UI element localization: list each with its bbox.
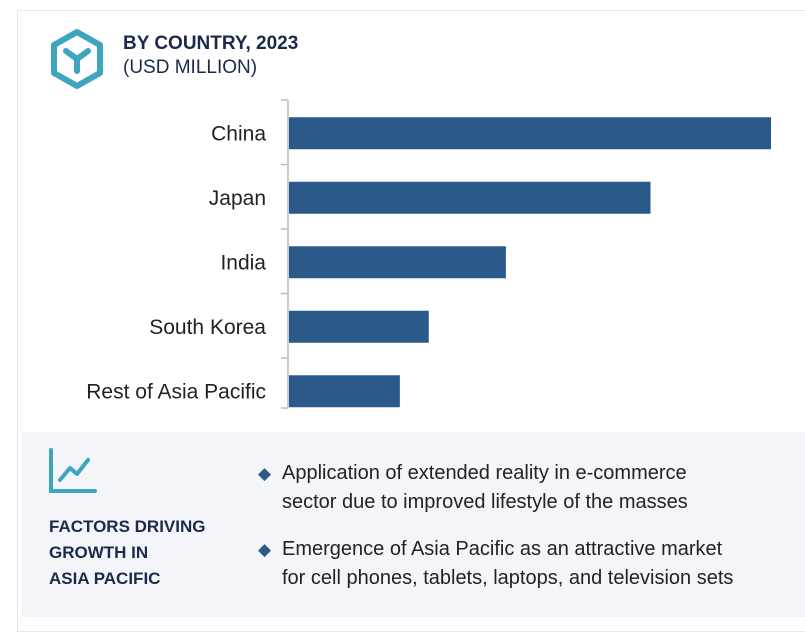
bar-india bbox=[289, 246, 506, 279]
category-label: South Korea bbox=[149, 316, 266, 339]
bullet-line: Emergence of Asia Pacific as an attracti… bbox=[282, 538, 723, 560]
factors-panel bbox=[22, 432, 805, 617]
bullet-line: sector due to improved lifestyle of the … bbox=[282, 491, 688, 513]
chart-subtitle: (USD MILLION) bbox=[123, 57, 258, 78]
category-label: Japan bbox=[209, 187, 266, 210]
bar-chart: China Japan India South Korea Rest of Asia P… bbox=[86, 99, 771, 409]
factors-heading: FACTORS DRIVING GROWTH IN ASIA PACIFIC bbox=[49, 514, 239, 592]
bar-china bbox=[289, 117, 771, 150]
diamond-bullet-icon: ◆ bbox=[258, 540, 272, 559]
factors-heading-line: ASIA PACIFIC bbox=[49, 569, 161, 588]
factors-heading-line: GROWTH IN bbox=[49, 543, 149, 562]
hexagon-y-icon bbox=[51, 29, 103, 89]
diamond-bullet-icon: ◆ bbox=[258, 464, 272, 483]
factors-heading-line: FACTORS DRIVING bbox=[49, 517, 206, 536]
category-label: India bbox=[220, 251, 266, 274]
bar-rest-of-asia-pacific bbox=[289, 375, 400, 408]
factor-bullet: ◆ Application of extended reality in e-c… bbox=[258, 459, 805, 517]
chart-title: BY COUNTRY, 2023 bbox=[123, 33, 299, 54]
category-label: China bbox=[211, 122, 266, 145]
factor-bullet: ◆ Emergence of Asia Pacific as an attrac… bbox=[258, 535, 805, 593]
bar-japan bbox=[289, 181, 651, 214]
bullet-line: Application of extended reality in e-com… bbox=[282, 462, 687, 484]
bar-south-korea bbox=[289, 310, 429, 343]
bullet-line: for cell phones, tablets, laptops, and t… bbox=[282, 567, 734, 589]
category-label: Rest of Asia Pacific bbox=[86, 380, 266, 403]
line-chart-icon bbox=[49, 448, 97, 493]
